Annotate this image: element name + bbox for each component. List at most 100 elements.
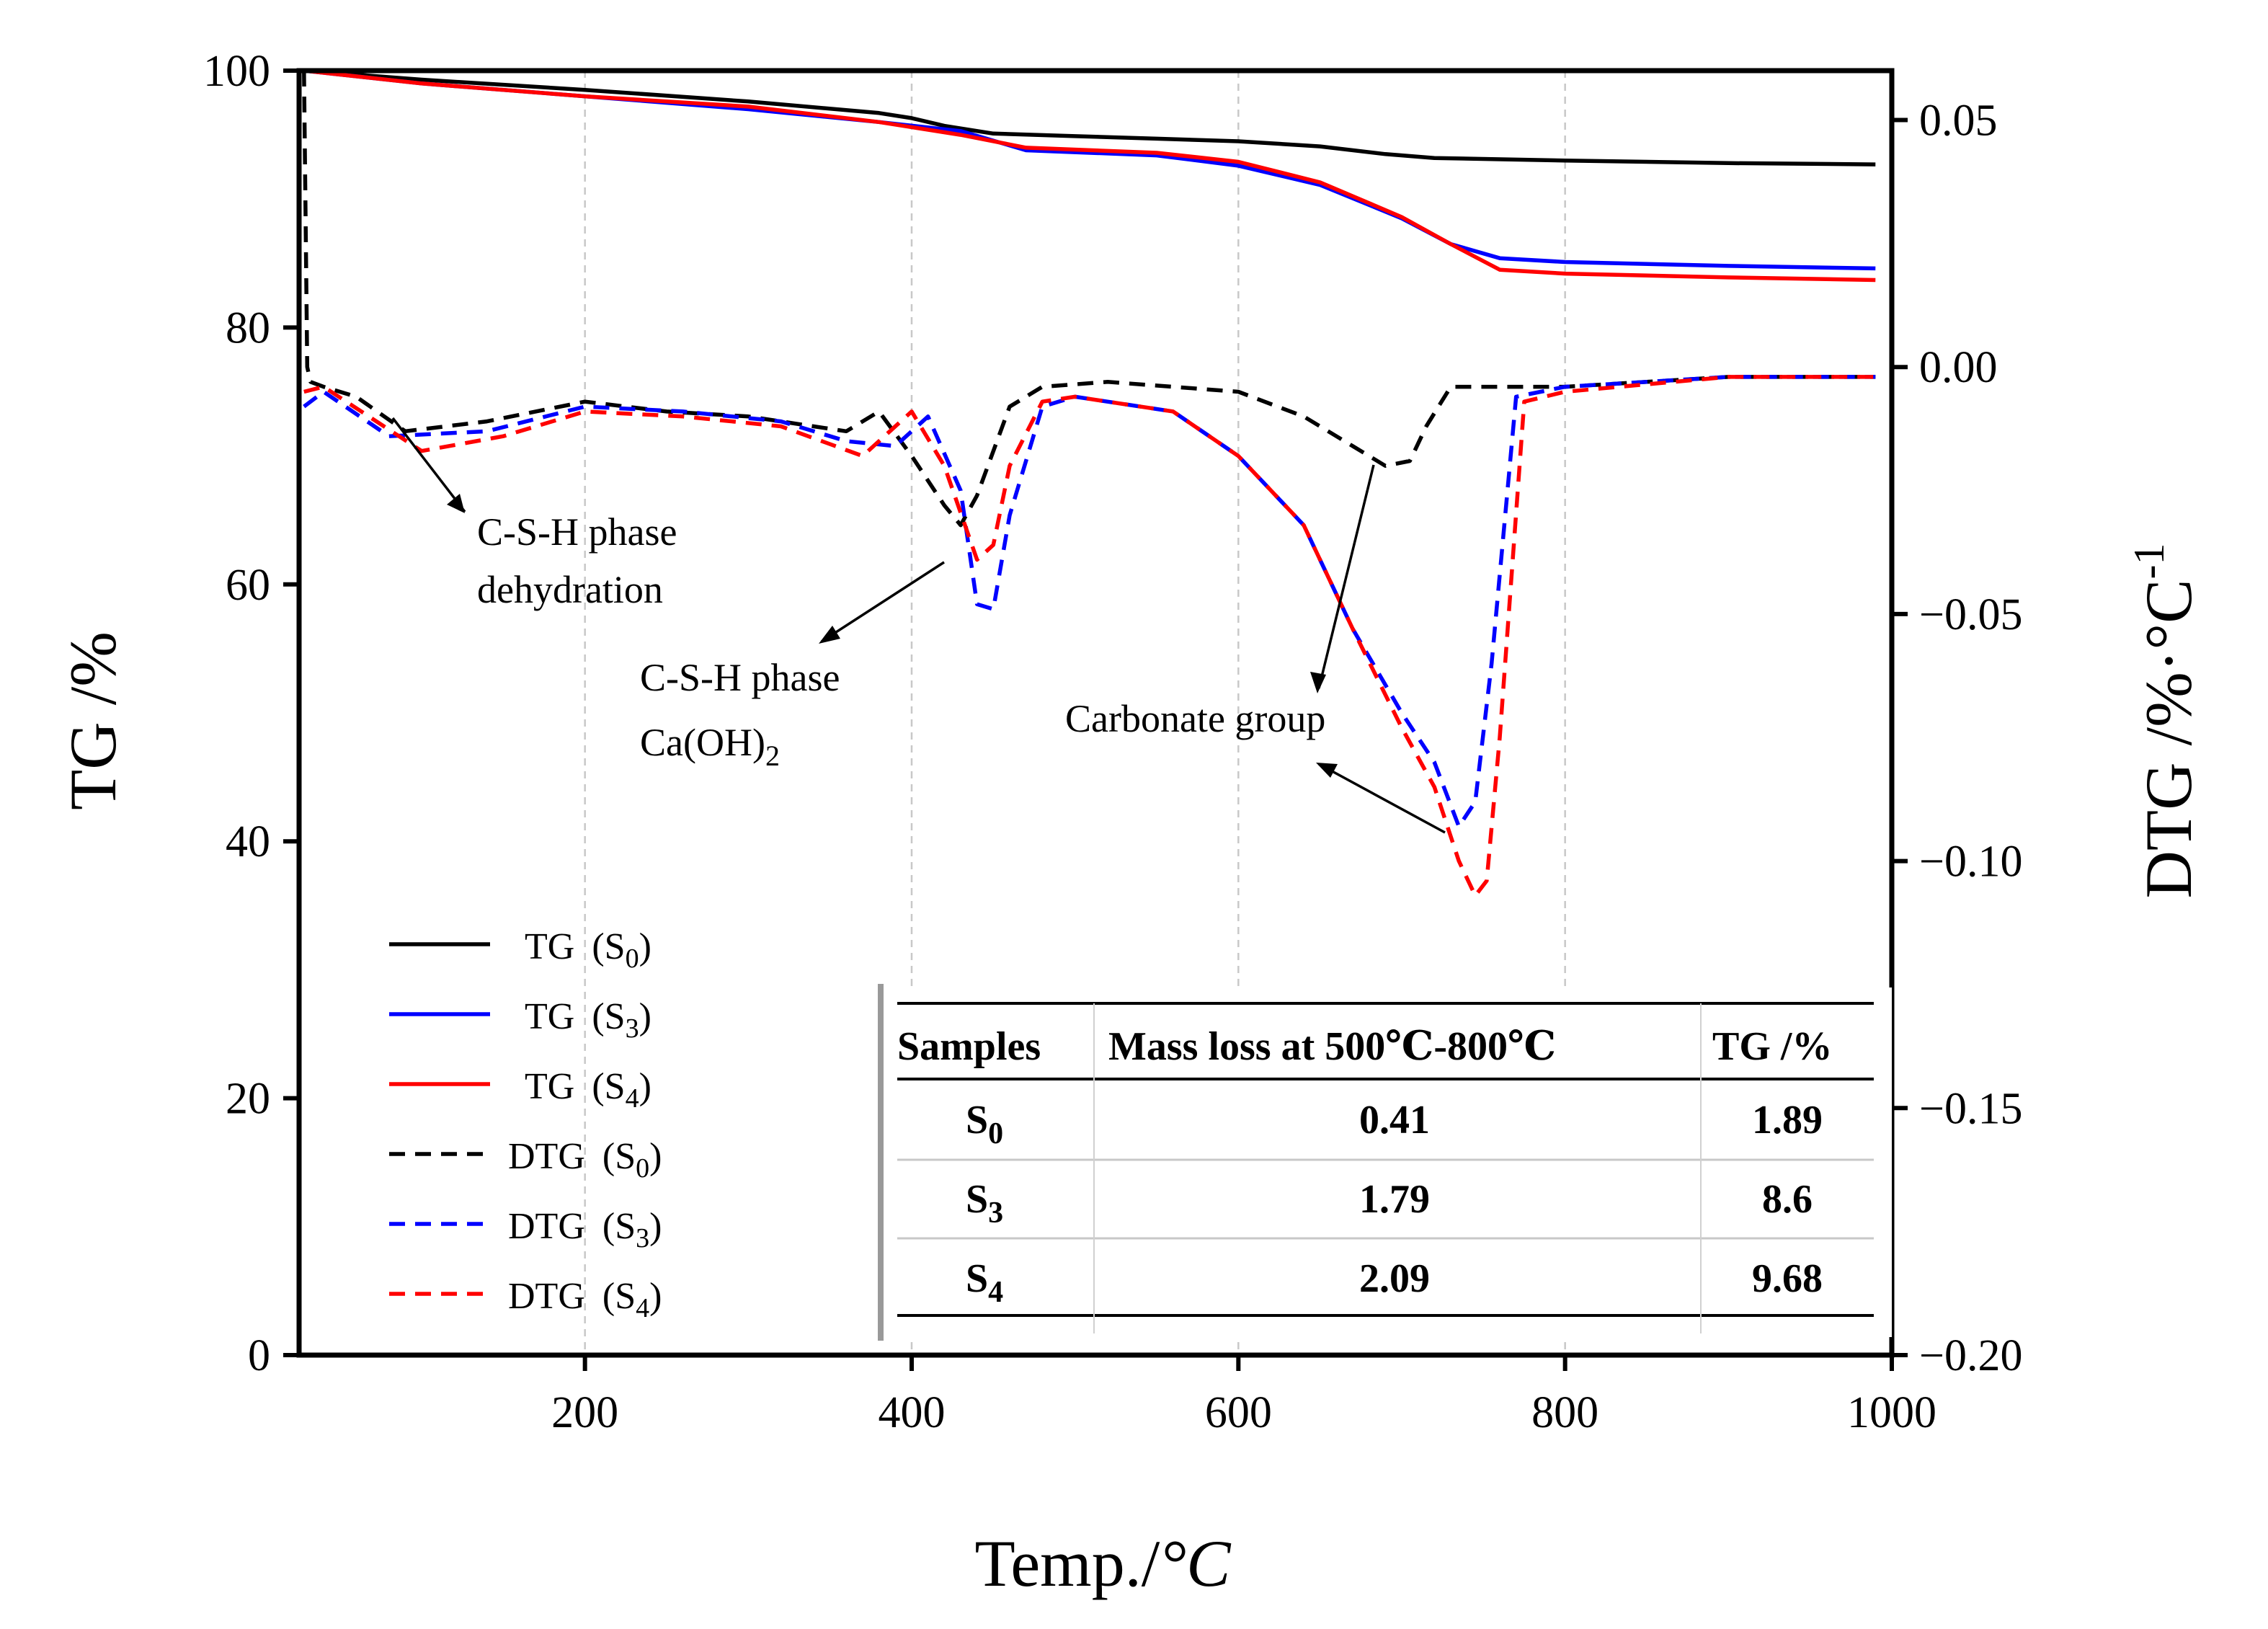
legend-label-name: DTG bbox=[508, 1136, 585, 1177]
annotation-csh-caoh2: C-S-H phase Ca(OH)2 bbox=[640, 561, 945, 772]
annotation-arrow-line bbox=[391, 417, 466, 513]
legend-label-sub: 4 bbox=[626, 1083, 639, 1114]
table-cell-sample-letter: S bbox=[966, 1098, 988, 1142]
legend-label-name: TG bbox=[525, 1066, 574, 1107]
table-cell-mass-loss: 0.41 bbox=[1359, 1098, 1430, 1142]
summary-table: Samples Mass loss at 500℃-800℃ TG /% S0 … bbox=[878, 984, 1892, 1341]
plot-frame bbox=[296, 68, 1895, 1358]
x-tick-label: 1000 bbox=[1847, 1388, 1936, 1437]
y-right-tick-label: 0.05 bbox=[1919, 97, 1998, 146]
legend-label: TG (S4) bbox=[525, 1066, 652, 1114]
legend-label: DTG (S3) bbox=[508, 1206, 662, 1253]
table-cell-sample-letter: S bbox=[966, 1177, 988, 1222]
y-right-axis-title-text: DTG /%·°C bbox=[2132, 579, 2205, 898]
legend-label-close: ) bbox=[649, 1276, 662, 1317]
annotation-label-line2: dehydration bbox=[477, 568, 663, 611]
legend-label-sub: 0 bbox=[626, 944, 639, 974]
table-cell-sample-sub: 4 bbox=[988, 1276, 1003, 1309]
table-cell-sample: S0 bbox=[966, 1098, 1003, 1150]
y-left-tick-label: 0 bbox=[248, 1331, 270, 1380]
legend-label: TG (S0) bbox=[525, 926, 652, 974]
legend-label: DTG (S0) bbox=[508, 1136, 662, 1184]
y-right-tick-label: −0.10 bbox=[1919, 838, 2022, 887]
x-tick-label: 800 bbox=[1531, 1388, 1598, 1437]
legend-label-open: ( bbox=[592, 996, 604, 1037]
y-right-axis-title-sup: -1 bbox=[2125, 543, 2173, 579]
legend-label-sub: 4 bbox=[636, 1293, 649, 1323]
x-tick-label: 400 bbox=[879, 1388, 946, 1437]
y-right-tick-label: −0.05 bbox=[1919, 590, 2022, 639]
x-axis-title-text: Temp./ bbox=[975, 1527, 1160, 1600]
annotation-carbonate-group: Carbonate group bbox=[1065, 464, 1446, 834]
y-left-tick-label: 40 bbox=[226, 817, 270, 866]
legend-label-sample: S bbox=[615, 1276, 636, 1317]
y-right-axis-title: DTG /%·°C-1 bbox=[2125, 543, 2205, 898]
annotation-arrow-head bbox=[447, 494, 465, 513]
legend-label: TG (S3) bbox=[525, 996, 652, 1044]
annotation-label-line1: C-S-H phase bbox=[477, 510, 677, 554]
table-cell-sample-sub: 3 bbox=[988, 1197, 1003, 1230]
legend-label-sub: 3 bbox=[626, 1013, 639, 1044]
y-right-tick-label: −0.15 bbox=[1919, 1084, 2022, 1133]
legend-label-sub: 3 bbox=[636, 1223, 649, 1253]
table-header-mass-loss: Mass loss at 500℃-800℃ bbox=[1108, 1024, 1556, 1069]
y-left-tick-label: 60 bbox=[226, 561, 270, 610]
annotation-arrow-line bbox=[1317, 464, 1375, 689]
annotation-label-sub: 2 bbox=[765, 740, 780, 772]
series-tg-s4 bbox=[303, 71, 1876, 283]
y-left-axis-title: TG /% bbox=[56, 631, 130, 810]
legend-label-sample: S bbox=[615, 1206, 636, 1247]
table-cell-tg: 8.6 bbox=[1762, 1177, 1813, 1222]
legend-label-name: DTG bbox=[508, 1276, 585, 1317]
table-cell-tg: 9.68 bbox=[1752, 1256, 1823, 1301]
table-cell-mass-loss: 1.79 bbox=[1359, 1177, 1430, 1222]
table-cell-tg: 1.89 bbox=[1752, 1098, 1823, 1142]
legend-label-close: ) bbox=[639, 926, 652, 967]
series-dtg-s4 bbox=[303, 375, 1876, 898]
annotation-label: Carbonate group bbox=[1065, 697, 1325, 740]
table-cell-sample-letter: S bbox=[966, 1256, 988, 1301]
series-dtg-s3 bbox=[303, 375, 1876, 829]
legend-label-sample: S bbox=[605, 996, 626, 1037]
annotation-arrow-head-2 bbox=[1316, 763, 1338, 778]
table-cell-sample: S3 bbox=[966, 1177, 1003, 1230]
axis-ticks: 200 400 600 800 1000020406080100−0.20−0.15−0… bbox=[203, 47, 2022, 1437]
legend-label-name: TG bbox=[525, 996, 574, 1037]
y-left-tick-label: 100 bbox=[203, 47, 270, 96]
annotation-arrow-line-2 bbox=[1318, 763, 1446, 834]
x-axis-title: Temp./°C bbox=[975, 1527, 1232, 1600]
y-right-tick-label: −0.20 bbox=[1919, 1331, 2022, 1380]
table-background bbox=[879, 987, 1892, 1337]
annotation-label-line2: Ca(OH)2 bbox=[640, 721, 780, 772]
legend-label-name: DTG bbox=[508, 1206, 585, 1247]
legend-label-close: ) bbox=[649, 1206, 662, 1247]
annotation-arrow-head bbox=[1310, 672, 1326, 693]
legend-label-open: ( bbox=[602, 1136, 615, 1177]
table-header-tg: TG /% bbox=[1712, 1024, 1832, 1069]
y-right-tick-label: 0.00 bbox=[1919, 343, 1998, 392]
annotation-arrow-line bbox=[821, 561, 945, 643]
legend-label-name: TG bbox=[525, 926, 574, 967]
legend-label-sample: S bbox=[605, 1066, 626, 1107]
legend-label-open: ( bbox=[592, 926, 604, 967]
table-cell-sample-sub: 0 bbox=[988, 1117, 1003, 1150]
series-layer bbox=[302, 71, 1876, 898]
legend-label-close: ) bbox=[649, 1136, 662, 1177]
table-header-samples: Samples bbox=[897, 1024, 1041, 1069]
table-cell-mass-loss: 2.09 bbox=[1359, 1256, 1430, 1301]
table-cell-sample: S4 bbox=[966, 1256, 1003, 1309]
annotation-csh-dehydration: C-S-H phase dehydration bbox=[391, 417, 677, 611]
x-axis-title-unit: °C bbox=[1160, 1527, 1232, 1600]
legend-label-sub: 0 bbox=[636, 1153, 649, 1184]
legend-label-sample: S bbox=[615, 1136, 636, 1177]
series-tg-s0 bbox=[303, 71, 1876, 167]
legend-label-open: ( bbox=[592, 1066, 604, 1107]
legend-label-sample: S bbox=[605, 926, 626, 967]
annotation-label-text: Ca(OH) bbox=[640, 721, 765, 764]
y-left-tick-label: 80 bbox=[226, 303, 270, 352]
legend-label-close: ) bbox=[639, 996, 652, 1037]
legend-label-close: ) bbox=[639, 1066, 652, 1107]
legend-label-open: ( bbox=[602, 1206, 615, 1247]
x-tick-label: 200 bbox=[551, 1388, 618, 1437]
